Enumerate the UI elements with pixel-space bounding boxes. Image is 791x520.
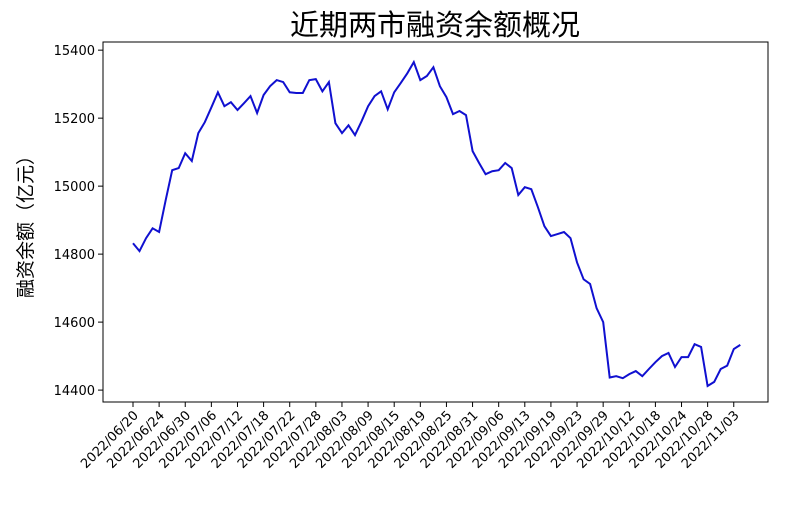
chart-title: 近期两市融资余额概况 [290, 8, 580, 42]
y-tick-label: 14600 [54, 316, 95, 331]
plot-frame [102, 41, 769, 403]
y-tick-label: 15000 [54, 180, 95, 195]
y-tick-label: 15200 [54, 112, 95, 127]
y-axis-label: 融资余额（亿元） [15, 146, 37, 298]
y-tick-label: 14800 [54, 248, 95, 263]
data-line [132, 59, 741, 388]
y-tick-label: 14400 [54, 384, 95, 399]
y-tick-label: 15400 [54, 44, 95, 59]
